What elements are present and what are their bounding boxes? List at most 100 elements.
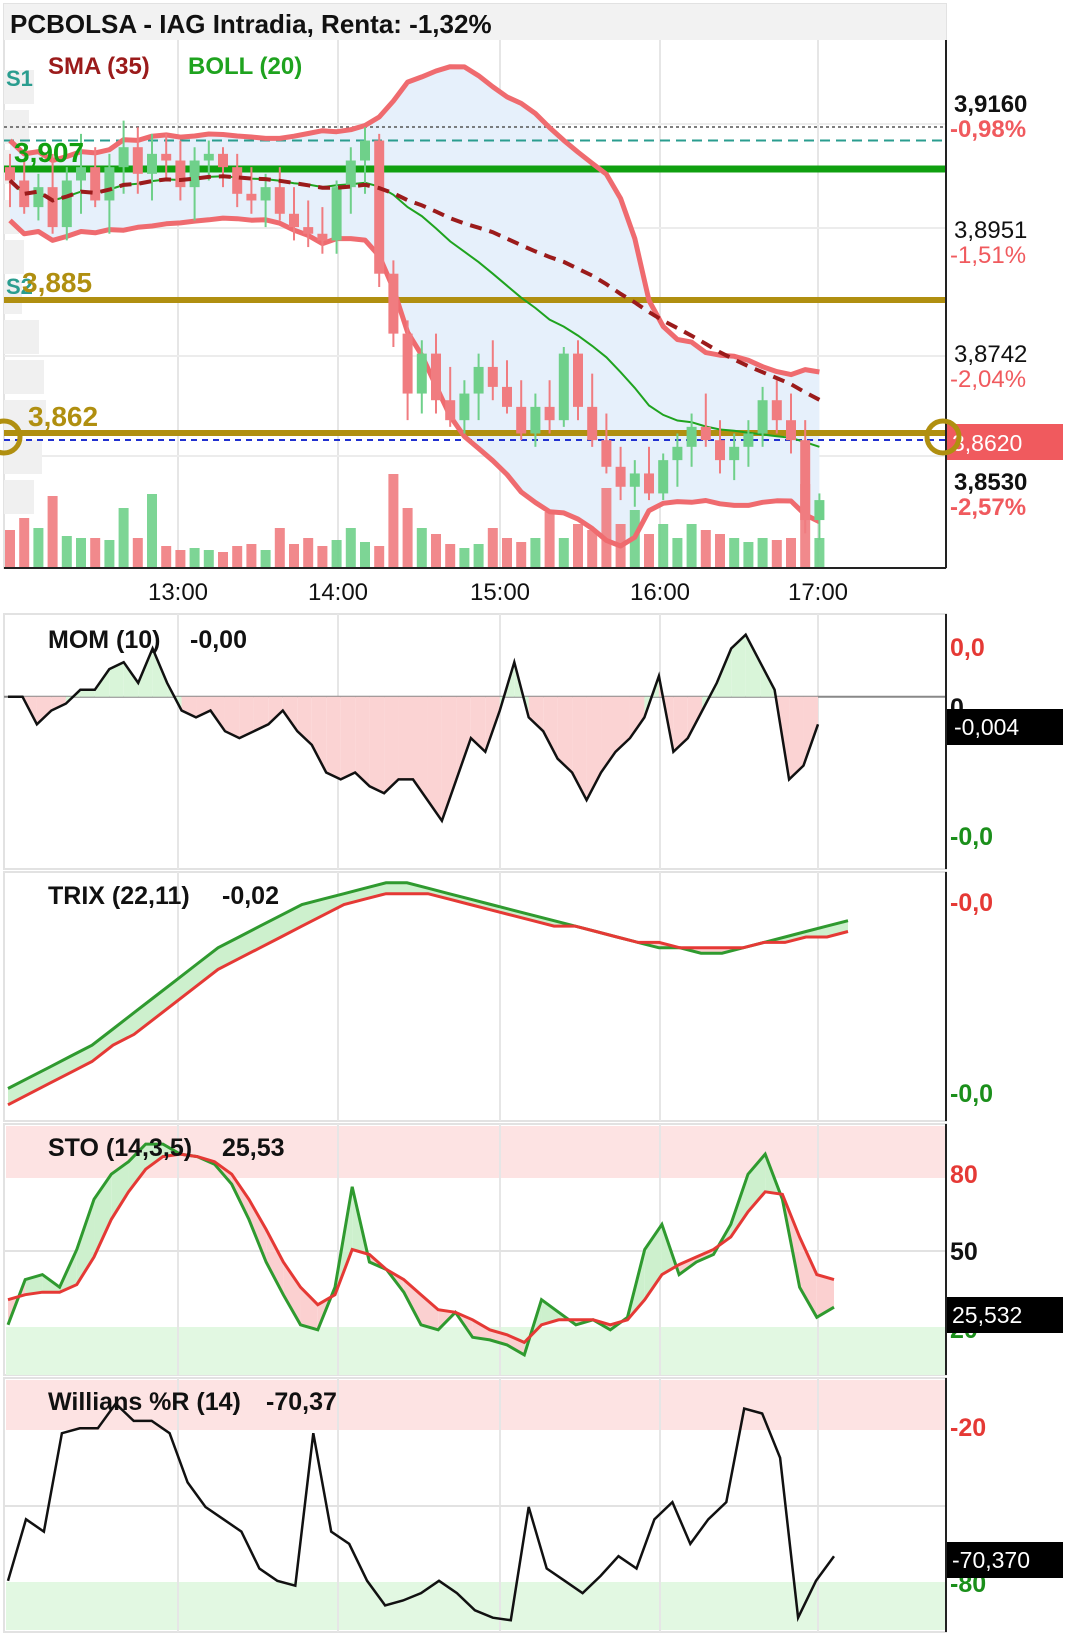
- williams-title: Willians %R (14): [48, 1388, 241, 1416]
- current-price-handle-left[interactable]: [0, 418, 23, 456]
- candle-body: [189, 160, 200, 188]
- candle-body: [786, 420, 796, 441]
- time-tick-label: 13:00: [148, 579, 208, 606]
- volume-profile-bar: [4, 240, 24, 274]
- volume-bar: [473, 544, 484, 568]
- candle-body: [743, 433, 754, 447]
- momentum-line: [8, 632, 820, 824]
- williams-marker: -70,370: [952, 1547, 1030, 1573]
- momentum-tick-top: 0,0: [950, 634, 985, 662]
- williams-value: -70,37: [266, 1388, 337, 1416]
- candle-body: [771, 400, 782, 421]
- stochastic-area-segment: [266, 1229, 284, 1295]
- trix-area-segment: [302, 899, 323, 927]
- candle-body: [530, 406, 541, 434]
- candle-body: [431, 353, 441, 401]
- volume-bar: [90, 538, 101, 568]
- trix-area-segment: [92, 1028, 113, 1062]
- candle-body: [317, 233, 328, 241]
- momentum-area-segment: [745, 634, 761, 697]
- momentum-area-segment: [36, 696, 52, 725]
- williams-grid: [4, 1378, 946, 1632]
- volume-bar: [502, 538, 512, 568]
- momentum-area-segment: [441, 696, 457, 821]
- time-tick-label: 17:00: [788, 579, 848, 606]
- volume-bar: [700, 530, 711, 568]
- current-price-label: 3,8620: [952, 430, 1022, 456]
- candle-body: [345, 160, 356, 188]
- time-axis-labels: 13:00 14:00 15:00 16:00 17:00: [148, 579, 848, 606]
- stochastic-area-segment: [644, 1224, 662, 1300]
- momentum-area-segment: [80, 689, 95, 697]
- level-label-3862: 3,862: [28, 401, 98, 432]
- volume-bar: [402, 508, 413, 568]
- volume-bar: [161, 546, 172, 568]
- stochastic-value: 25,53: [222, 1134, 285, 1162]
- candle-body: [203, 153, 214, 161]
- trix-area-segment: [71, 1045, 92, 1073]
- momentum-area-segment: [253, 696, 269, 732]
- trix-tick-top: -0,0: [950, 889, 993, 917]
- candle-body: [274, 187, 285, 214]
- volume-bars: [5, 474, 825, 568]
- stochastic-marker: 25,532: [952, 1302, 1022, 1328]
- volume-bar: [544, 512, 555, 568]
- volume-bar: [487, 528, 498, 568]
- volume-bar: [374, 546, 385, 568]
- trix-area-segment: [197, 947, 218, 986]
- price-label: 3,8951: [954, 217, 1027, 244]
- volume-bar: [303, 538, 314, 568]
- momentum-area-segment: [557, 696, 573, 773]
- volume-profile-bar: [4, 480, 34, 514]
- volume-bar: [431, 534, 441, 568]
- volume-bar: [5, 530, 15, 568]
- candle-body: [402, 333, 413, 394]
- stochastic-title: STO (14,3,5): [48, 1134, 192, 1162]
- momentum-area-segment: [340, 696, 356, 780]
- volume-bar: [558, 538, 569, 568]
- candle-body: [416, 353, 427, 394]
- bollinger-fill: [10, 66, 820, 546]
- volume-bar: [147, 494, 157, 568]
- candle-body: [161, 153, 172, 161]
- volume-bar: [189, 548, 200, 568]
- momentum-area-segment: [138, 648, 153, 697]
- stochastic-area-segment: [507, 1334, 525, 1355]
- sma-legend: SMA (35): [48, 53, 150, 80]
- candle-body: [61, 180, 72, 228]
- volume-profile-bar: [4, 440, 42, 474]
- volume-bar: [757, 538, 768, 568]
- candle-body: [658, 460, 669, 494]
- stochastic-area-segment: [145, 1144, 163, 1170]
- trix-area-segment: [239, 926, 260, 959]
- volume-bar: [104, 540, 115, 568]
- momentum-value: -0,00: [190, 626, 247, 654]
- trix-signal-line: [7, 892, 849, 1107]
- stochastic-tick-50: 50: [950, 1238, 978, 1266]
- candle-body: [558, 353, 569, 421]
- candle-body: [686, 426, 697, 447]
- candle-body: [587, 406, 598, 441]
- candle-body: [473, 366, 484, 394]
- williams-panel: Willians %R (14) -70,37 -20 -80 -70,370: [3, 1377, 1063, 1633]
- candle-body: [19, 180, 30, 208]
- volume-bar: [814, 538, 825, 568]
- momentum-area-segment: [326, 696, 341, 780]
- stochastic-area-segment: [128, 1144, 146, 1192]
- candle-body: [459, 393, 470, 421]
- candle-body: [104, 167, 115, 201]
- momentum-area-segment: [224, 696, 240, 739]
- current-price-handle-right[interactable]: [924, 418, 962, 456]
- volume-bar: [289, 544, 299, 568]
- momentum-area-segment: [673, 696, 688, 752]
- volume-profile-bar: [4, 70, 34, 104]
- momentum-area-segment: [109, 662, 124, 697]
- candle-body: [814, 500, 825, 521]
- candles: [5, 120, 825, 541]
- level-label-s2: S2: [6, 274, 33, 299]
- volume-bar: [47, 496, 58, 568]
- trix-value: -0,02: [222, 882, 279, 910]
- momentum-area-segment: [731, 634, 746, 697]
- momentum-area-segment: [123, 662, 139, 697]
